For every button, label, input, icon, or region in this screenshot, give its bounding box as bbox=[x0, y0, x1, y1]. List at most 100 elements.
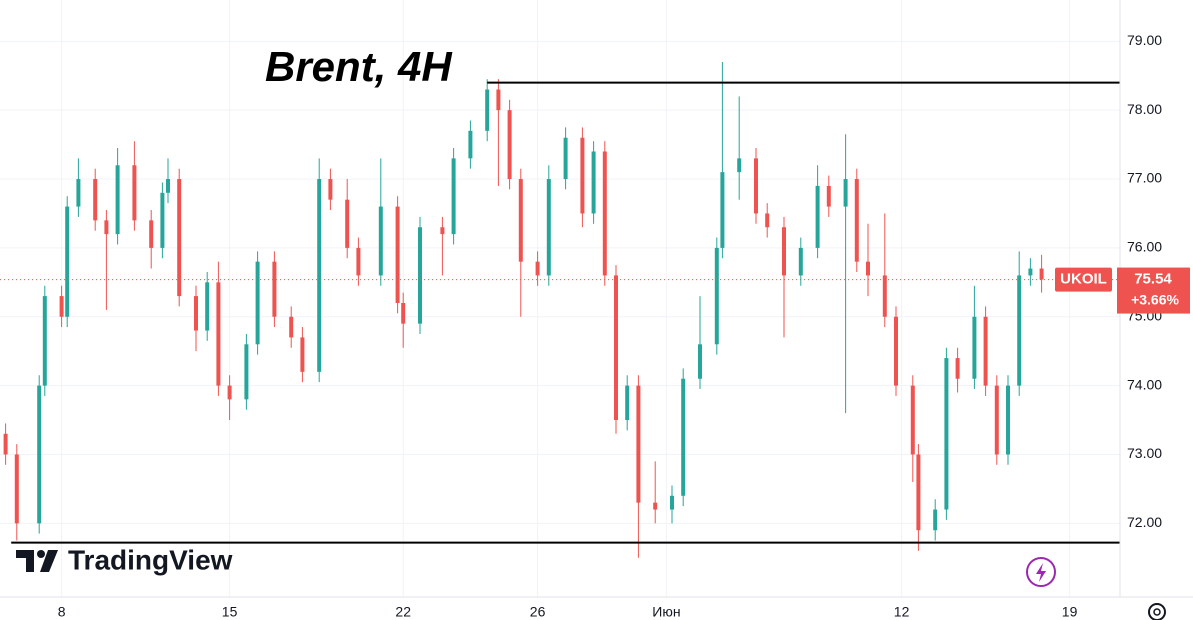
candle-body bbox=[205, 282, 210, 331]
watermark: TradingView bbox=[68, 544, 233, 575]
settings-icon[interactable] bbox=[1148, 603, 1166, 620]
candle-body bbox=[720, 172, 725, 248]
x-tick-label: 19 bbox=[1062, 604, 1078, 620]
candle-body bbox=[580, 137, 585, 214]
symbol-label: UKOIL bbox=[1060, 271, 1107, 288]
candle-body bbox=[625, 385, 630, 421]
y-tick-label: 73.00 bbox=[1127, 445, 1162, 461]
candle-body bbox=[59, 296, 64, 317]
candle-body bbox=[485, 89, 490, 131]
candle-body bbox=[317, 179, 322, 372]
candle-body bbox=[714, 247, 719, 345]
candle-body bbox=[815, 185, 820, 248]
logo-mark bbox=[40, 550, 58, 572]
logo-mark bbox=[16, 550, 34, 572]
candle-body bbox=[440, 227, 445, 235]
candle-body bbox=[227, 385, 232, 400]
x-tick-label: 8 bbox=[58, 604, 66, 620]
candle-body bbox=[244, 344, 249, 400]
candle-body bbox=[972, 316, 977, 379]
candle-body bbox=[765, 213, 770, 228]
candle-body bbox=[782, 227, 786, 276]
candle-body bbox=[160, 192, 165, 248]
candle-body bbox=[395, 206, 400, 303]
candle-body bbox=[698, 344, 702, 379]
candle-body bbox=[933, 509, 938, 531]
last-price-label: 75.54 bbox=[1134, 271, 1172, 288]
candle-body bbox=[451, 158, 456, 235]
candle-body bbox=[955, 358, 960, 379]
x-tick-label: Июн bbox=[652, 604, 680, 620]
candle-body bbox=[983, 316, 988, 386]
candle-body bbox=[882, 275, 887, 317]
candle-body bbox=[216, 282, 221, 386]
candle-body bbox=[916, 454, 921, 531]
candle-body bbox=[591, 151, 596, 214]
candle-body bbox=[93, 179, 98, 221]
candle-body bbox=[300, 337, 305, 372]
candle-body bbox=[636, 385, 641, 503]
overlays bbox=[0, 81, 1120, 544]
candle-body bbox=[894, 316, 898, 386]
gear[interactable] bbox=[1148, 603, 1166, 620]
symbol-badge bbox=[1055, 267, 1112, 292]
candle-body bbox=[166, 179, 170, 193]
candle-body bbox=[177, 179, 182, 297]
candle-body bbox=[3, 433, 8, 455]
candle-body bbox=[614, 275, 618, 421]
candle-body bbox=[194, 296, 198, 331]
candle-body bbox=[104, 220, 109, 235]
candle-body bbox=[670, 495, 674, 510]
x-tick-label: 22 bbox=[395, 604, 411, 620]
candle-body bbox=[418, 227, 422, 324]
candle-body bbox=[798, 247, 803, 276]
y-tick-label: 76.00 bbox=[1127, 239, 1162, 255]
candle-body bbox=[328, 179, 333, 200]
grid bbox=[0, 0, 1120, 597]
candle-body bbox=[356, 247, 361, 276]
change-label: +3.66% bbox=[1131, 291, 1179, 307]
candle-body bbox=[255, 261, 260, 345]
candle-body bbox=[1039, 268, 1044, 280]
x-tick-label: 15 bbox=[222, 604, 238, 620]
x-tick-label: 12 bbox=[894, 604, 910, 620]
candle-body bbox=[289, 316, 294, 338]
candle-body bbox=[42, 296, 47, 386]
logo-dot bbox=[37, 550, 45, 558]
candle-body bbox=[602, 151, 607, 276]
y-tick-label: 78.00 bbox=[1127, 101, 1162, 117]
candle-body bbox=[843, 179, 848, 207]
gear-hub bbox=[1153, 608, 1161, 616]
logo: TradingView bbox=[16, 544, 233, 575]
alert-icon[interactable] bbox=[1026, 557, 1056, 587]
candle-body bbox=[535, 261, 540, 276]
candle-body bbox=[496, 89, 501, 111]
candle-body bbox=[65, 206, 70, 317]
candle-body bbox=[994, 385, 999, 455]
candle-body bbox=[737, 158, 742, 173]
candle-body bbox=[345, 199, 350, 248]
candle-body bbox=[1028, 268, 1033, 276]
annotation-title: Brent, 4H bbox=[265, 43, 453, 90]
candle-body bbox=[546, 179, 551, 276]
candle-body bbox=[272, 261, 277, 317]
y-tick-label: 79.00 bbox=[1127, 32, 1162, 48]
candle-body bbox=[507, 110, 512, 180]
candle-body bbox=[132, 165, 137, 221]
candle-body bbox=[910, 385, 915, 455]
candle-body bbox=[149, 220, 154, 248]
candle-body bbox=[468, 130, 473, 159]
candle-body bbox=[76, 179, 81, 207]
candle-body bbox=[866, 261, 870, 276]
price-badge bbox=[1117, 267, 1190, 314]
candles bbox=[3, 61, 1044, 558]
y-tick-label: 77.00 bbox=[1127, 170, 1162, 186]
candle-body bbox=[14, 454, 19, 524]
candle-body bbox=[401, 302, 406, 324]
candle-body bbox=[563, 137, 568, 180]
candle-body bbox=[37, 385, 42, 524]
candle-body bbox=[1006, 385, 1010, 455]
candle-body bbox=[518, 179, 523, 262]
